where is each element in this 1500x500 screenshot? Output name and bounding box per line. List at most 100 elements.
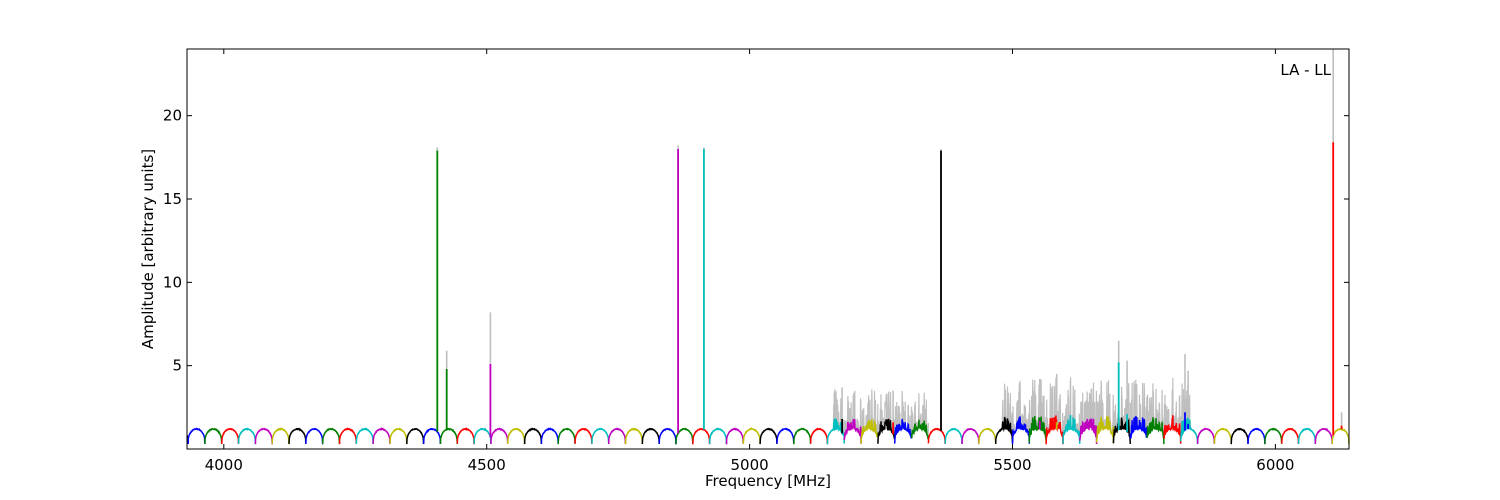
raw-spectrum-line [894, 390, 913, 444]
channel-line [624, 427, 644, 445]
channel-line [305, 427, 324, 445]
channel-line [456, 427, 475, 445]
raw-spectrum-line [1297, 428, 1316, 445]
channel-line [237, 427, 257, 445]
channel-line [1264, 427, 1283, 445]
channel-line [641, 427, 660, 445]
raw-spectrum-line [557, 428, 576, 445]
channel-line [692, 427, 711, 445]
channel-line [1028, 416, 1047, 443]
y-axis-label: Amplitude [arbitrary units] [139, 149, 157, 349]
channel-line [1230, 427, 1249, 445]
channel-line [254, 427, 273, 445]
channel-line [591, 427, 610, 444]
channel-line [1129, 416, 1148, 439]
channel-line [187, 427, 206, 445]
channel-line [1196, 427, 1216, 444]
axis-ticks: 4000 4500 5000 5500 6000 5 10 15 20 [163, 49, 1349, 474]
channel-line [506, 428, 526, 445]
raw-spectrum-line [288, 428, 307, 445]
x-tick-label: 6000 [1256, 456, 1294, 474]
channel-line [338, 427, 358, 445]
raw-spectrum-series [186, 49, 1350, 445]
channel-line [1062, 414, 1081, 444]
channel-line [372, 427, 391, 445]
channel-line [422, 427, 442, 445]
raw-spectrum-line [507, 428, 526, 445]
y-tick-label: 15 [163, 190, 182, 208]
channel-line [1280, 427, 1300, 444]
x-tick-label: 4000 [205, 456, 243, 474]
raw-spectrum-line [1079, 382, 1098, 444]
channel-line [961, 427, 980, 445]
channel-line [523, 427, 543, 445]
channel-line [877, 418, 896, 444]
channel-line [389, 427, 408, 444]
channel-line [473, 427, 492, 444]
channel-line [1247, 427, 1266, 445]
channel-line [321, 427, 341, 445]
x-tick-label: 4500 [468, 456, 506, 474]
channel-line [1146, 417, 1165, 445]
channel-line [1314, 427, 1333, 445]
raw-spectrum-line [1011, 380, 1030, 445]
raw-spectrum-line [237, 428, 256, 445]
plot-frame [186, 48, 1350, 450]
raw-spectrum-line [944, 428, 963, 445]
channel-line [1179, 417, 1199, 444]
channel-line [1095, 416, 1115, 444]
raw-spectrum-line [1180, 383, 1199, 445]
y-tick-label: 5 [172, 357, 182, 375]
channel-line [355, 427, 374, 445]
raw-spectrum-line [843, 390, 862, 445]
raw-spectrum-line [540, 428, 559, 445]
channel-line [793, 427, 812, 445]
channel-line [574, 427, 593, 445]
channel-line [994, 416, 1014, 444]
raw-spectrum-line [961, 428, 980, 445]
channel-line [658, 427, 677, 445]
raw-spectrum-line [1062, 377, 1081, 445]
plot-annotation: LA - LL [1280, 61, 1331, 79]
channel-line [1331, 427, 1350, 445]
channel-line [288, 427, 307, 444]
channel-line [271, 427, 290, 445]
channel-line [910, 419, 929, 440]
channel-line [809, 427, 829, 445]
channel-line [776, 427, 795, 445]
channel-line [406, 427, 425, 445]
channel-line [204, 427, 223, 445]
channel-series [186, 142, 1350, 445]
raw-spectrum-line [995, 383, 1014, 445]
raw-spectrum-line [389, 428, 408, 445]
channel-line [220, 427, 240, 444]
channel-line [742, 427, 761, 445]
channel-line [1213, 427, 1232, 445]
channel-line [759, 427, 778, 445]
channel-line [1163, 415, 1182, 444]
channel-line [860, 418, 879, 444]
channel-line [1045, 415, 1064, 445]
channel-line [607, 427, 627, 445]
channel-line [927, 427, 946, 445]
channel-line [1011, 416, 1031, 445]
channel-line [944, 427, 963, 445]
channel-line [490, 427, 509, 445]
channel-line [893, 418, 913, 444]
channel-line [540, 427, 559, 444]
raw-spectrum-line [1045, 377, 1064, 445]
x-axis-label: Frequency [MHz] [705, 472, 831, 490]
channel-line [557, 427, 576, 445]
raw-spectrum-line [658, 428, 677, 445]
raw-spectrum-line [338, 428, 357, 445]
raw-spectrum-line [1163, 377, 1182, 445]
channel-line [978, 427, 997, 444]
y-tick-label: 20 [163, 107, 182, 125]
channel-line [439, 427, 459, 445]
channel-line [725, 427, 745, 445]
x-tick-label: 5500 [993, 456, 1031, 474]
channel-line [843, 418, 862, 444]
raw-spectrum-line [1146, 383, 1165, 444]
channel-line [1297, 427, 1317, 444]
